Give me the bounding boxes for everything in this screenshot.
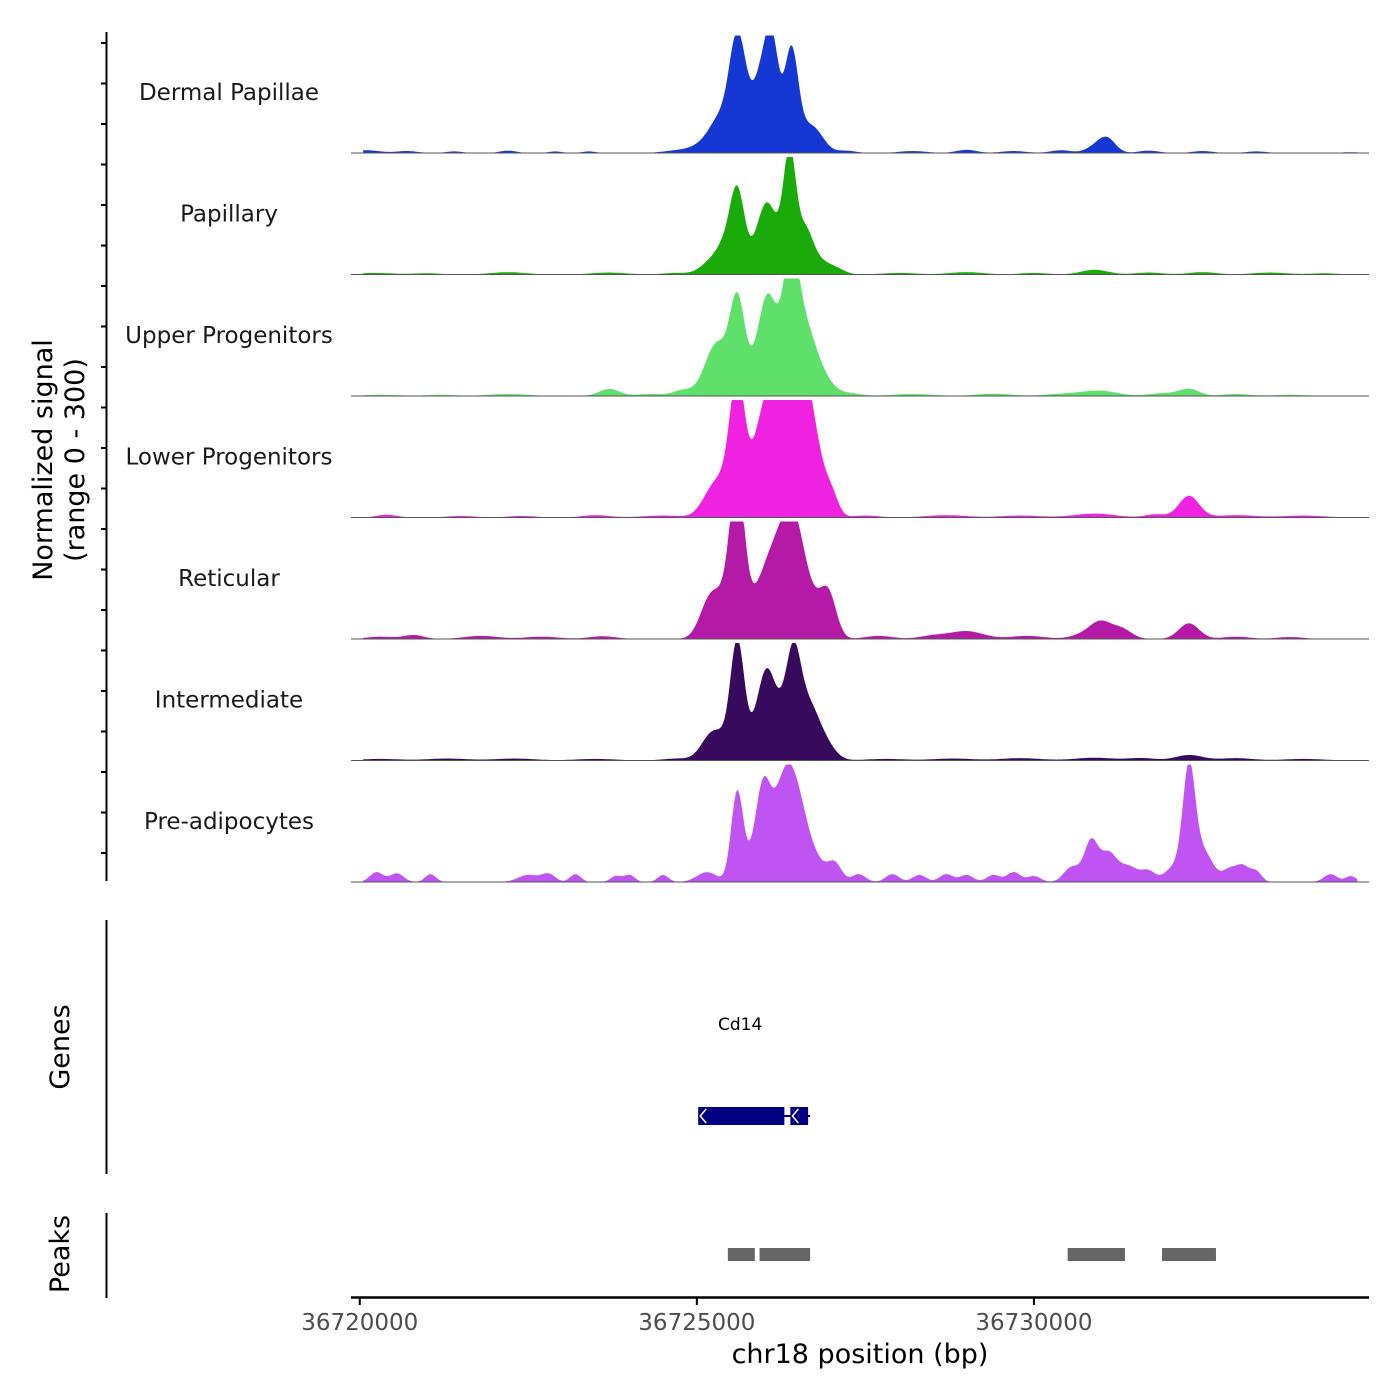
genes-panel: Genes Cd14 bbox=[45, 920, 811, 1174]
track-intermediate: Intermediate bbox=[155, 643, 1369, 761]
x-tick-label: 36720000 bbox=[301, 1310, 418, 1336]
genes-panel-label: Genes bbox=[45, 1004, 76, 1089]
gene-exon bbox=[790, 1107, 809, 1125]
y-axis-label-line1: Normalized signal bbox=[28, 339, 59, 581]
x-axis-title: chr18 position (bp) bbox=[732, 1339, 989, 1370]
x-tick-label: 36730000 bbox=[975, 1310, 1092, 1336]
peak-region bbox=[1162, 1248, 1216, 1261]
track-pre-adipocytes: Pre-adipocytes bbox=[144, 764, 1369, 883]
peak-items bbox=[727, 1248, 1216, 1261]
track-label: Intermediate bbox=[155, 688, 303, 714]
track-label: Pre-adipocytes bbox=[144, 809, 314, 835]
coverage-y-axis bbox=[101, 32, 108, 881]
signal-area-pre-adipocytes bbox=[363, 764, 1358, 882]
peak-region bbox=[1067, 1248, 1125, 1261]
track-label: Reticular bbox=[178, 566, 280, 592]
x-ticks: 36720000 36725000 36730000 bbox=[301, 1298, 1092, 1336]
y-axis-label-line2: (range 0 - 300) bbox=[60, 358, 91, 562]
peak-region bbox=[727, 1248, 755, 1261]
track-label: Upper Progenitors bbox=[125, 323, 333, 349]
track-reticular: Reticular bbox=[178, 521, 1369, 640]
peak-region bbox=[759, 1248, 811, 1261]
track-label: Lower Progenitors bbox=[126, 445, 333, 471]
track-label: Papillary bbox=[180, 202, 278, 228]
track-lower-progenitors: Lower Progenitors bbox=[126, 400, 1369, 518]
peaks-panel-label: Peaks bbox=[45, 1215, 76, 1293]
track-papillary: Papillary bbox=[180, 157, 1369, 275]
track-upper-progenitors: Upper Progenitors bbox=[125, 278, 1369, 397]
strand-arrow-icon bbox=[791, 1108, 799, 1124]
gene-exon bbox=[698, 1107, 785, 1125]
x-tick-label: 36725000 bbox=[638, 1310, 755, 1336]
coverage-tracks: Dermal Papillae Papillary Upper Progenitor… bbox=[125, 35, 1369, 883]
peaks-panel: Peaks bbox=[45, 1213, 1216, 1298]
gene-label: Cd14 bbox=[718, 1015, 762, 1035]
track-dermal-papillae: Dermal Papillae bbox=[139, 35, 1369, 154]
gene-items: Cd14 bbox=[698, 1015, 811, 1125]
track-label: Dermal Papillae bbox=[139, 80, 319, 106]
strand-arrow-icon bbox=[699, 1108, 707, 1124]
x-axis: 36720000 36725000 36730000 chr18 position … bbox=[301, 1296, 1369, 1370]
